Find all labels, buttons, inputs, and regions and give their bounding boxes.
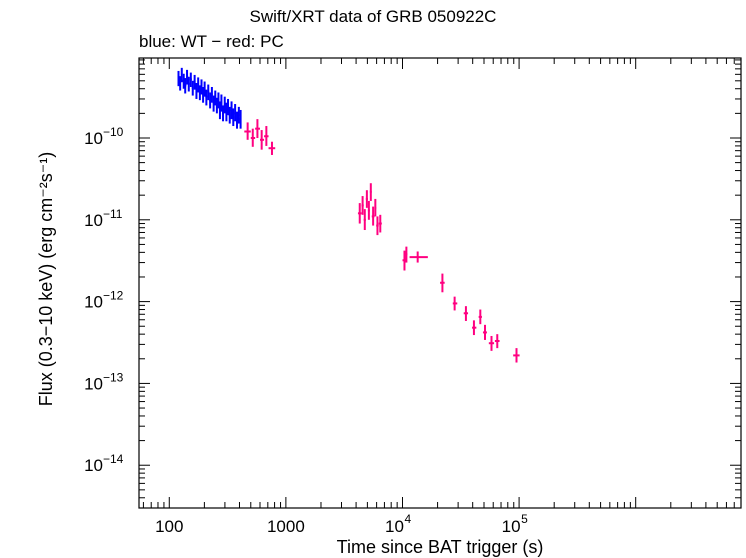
- data-point: [365, 190, 368, 208]
- data-point: [202, 86, 205, 103]
- data-point: [357, 203, 362, 224]
- data-point: [409, 251, 428, 263]
- y-tick-label: 10: [84, 211, 103, 230]
- data-point: [494, 334, 500, 349]
- data-point: [378, 214, 382, 233]
- y-tick-label-exponent: −14: [103, 452, 124, 466]
- y-tick-label-exponent: −11: [103, 207, 123, 221]
- y-tick-label-exponent: −10: [103, 125, 124, 139]
- y-tick-label: 10: [84, 129, 103, 148]
- y-axis-label: Flux (0.3−10 keV) (erg cm⁻²s⁻¹): [36, 152, 56, 407]
- data-point: [222, 105, 225, 122]
- y-tick-label: 10: [84, 374, 103, 393]
- data-point: [472, 320, 477, 336]
- chart-subtitle: blue: WT − red: PC: [139, 32, 284, 51]
- x-tick-label: 10: [502, 517, 521, 536]
- x-tick-label-exponent: 5: [521, 512, 528, 526]
- data-point: [255, 119, 261, 138]
- y-tick-label: 10: [84, 293, 103, 312]
- data-point: [200, 79, 203, 95]
- data-point: [177, 70, 180, 87]
- y-tick-label-exponent: −12: [103, 289, 124, 303]
- data-point: [371, 206, 375, 226]
- data-point: [363, 209, 366, 231]
- data-point: [184, 78, 187, 94]
- data-point: [513, 348, 520, 363]
- y-tick-label: 10: [84, 456, 103, 475]
- data-point: [205, 89, 208, 106]
- data-point: [179, 76, 182, 91]
- chart-title: Swift/XRT data of GRB 050922C: [249, 7, 497, 26]
- data-point: [230, 101, 233, 120]
- data-point: [207, 84, 210, 101]
- plot-frame: [138, 57, 742, 509]
- data-point: [209, 92, 212, 109]
- data-point: [268, 141, 276, 155]
- data-point: [237, 106, 240, 124]
- data-point: [182, 73, 185, 89]
- data-point: [488, 335, 495, 351]
- data-point: [234, 104, 237, 122]
- data-point: [225, 102, 228, 122]
- data-point: [452, 296, 458, 311]
- data-point: [212, 95, 215, 112]
- data-point: [374, 198, 377, 217]
- x-tick-label: 10: [385, 517, 404, 536]
- data-point: [239, 109, 242, 129]
- data-point: [260, 130, 265, 150]
- data-point: [193, 74, 196, 90]
- data-point: [440, 273, 445, 293]
- data-point: [367, 200, 370, 220]
- data-point: [220, 94, 223, 112]
- x-tick-label-exponent: 4: [404, 512, 411, 526]
- data-point: [376, 216, 379, 236]
- data-point: [463, 306, 469, 321]
- data-point: [244, 122, 251, 140]
- x-tick-label: 100: [155, 517, 183, 536]
- x-tick-label: 1000: [267, 517, 305, 536]
- data-point: [369, 183, 372, 201]
- data-point: [232, 108, 235, 127]
- x-axis-label: Time since BAT trigger (s): [337, 537, 544, 557]
- data-point: [217, 92, 220, 109]
- data-point: [189, 72, 192, 87]
- data-point: [198, 85, 201, 101]
- data-point: [223, 96, 226, 114]
- data-point: [236, 111, 239, 129]
- series-pc: [244, 119, 520, 363]
- series-wt: [177, 67, 242, 129]
- data-point: [227, 98, 230, 116]
- data-point: [215, 97, 218, 114]
- data-point: [228, 106, 231, 124]
- data-point: [482, 324, 487, 340]
- data-point: [203, 81, 206, 97]
- data-point: [214, 90, 217, 106]
- data-point: [195, 83, 198, 99]
- y-tick-label-exponent: −13: [103, 370, 124, 384]
- data-point: [361, 196, 364, 215]
- data-point: [191, 80, 194, 96]
- data-point: [264, 126, 269, 146]
- data-point: [197, 77, 200, 93]
- data-point: [250, 128, 256, 147]
- data-point: [180, 67, 183, 83]
- data-point: [405, 246, 408, 263]
- data-point: [210, 86, 213, 103]
- data-point: [478, 309, 482, 325]
- data-point: [187, 76, 190, 92]
